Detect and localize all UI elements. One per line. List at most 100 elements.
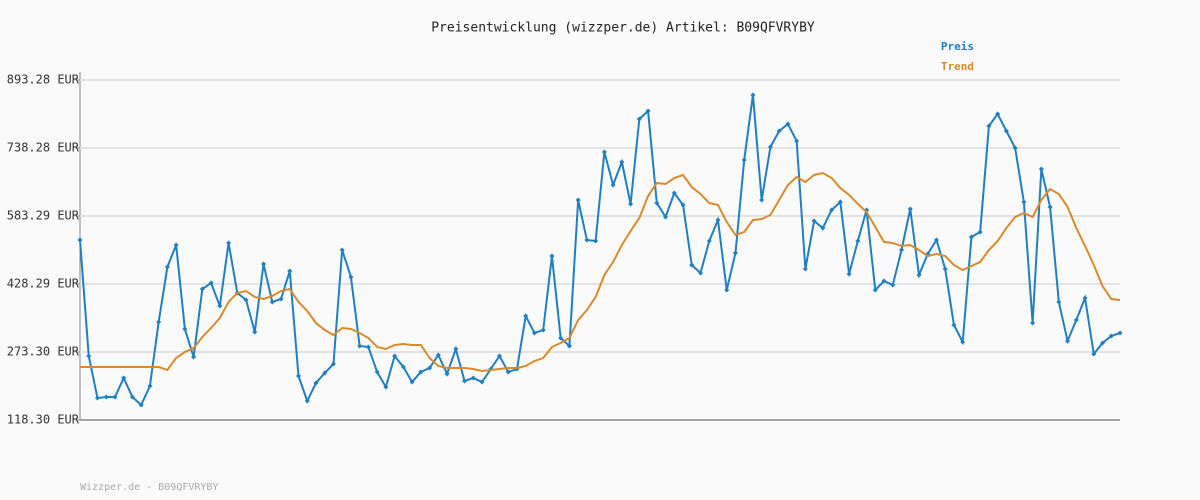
point <box>462 378 468 384</box>
point <box>453 346 459 352</box>
point <box>1030 320 1036 326</box>
point <box>304 398 310 404</box>
point <box>103 394 109 400</box>
point <box>418 369 424 375</box>
point <box>1021 199 1027 205</box>
y-tick-label: 428.29 EUR <box>7 277 80 291</box>
point <box>112 394 118 400</box>
point <box>750 92 756 98</box>
point <box>995 111 1001 117</box>
point <box>1065 338 1071 344</box>
point <box>811 218 817 224</box>
point <box>916 272 922 278</box>
y-tick-label: 738.28 EUR <box>7 141 80 155</box>
point <box>217 303 223 309</box>
point <box>1012 145 1018 151</box>
point <box>496 353 502 359</box>
point <box>837 199 843 205</box>
point <box>1091 351 1097 357</box>
point <box>1073 317 1079 323</box>
point <box>549 253 555 259</box>
point <box>785 121 791 127</box>
point <box>584 237 590 243</box>
point <box>680 202 686 208</box>
point <box>226 240 232 246</box>
point <box>1056 299 1062 305</box>
point <box>523 313 529 319</box>
point <box>357 343 363 349</box>
point <box>645 108 651 114</box>
point <box>287 268 293 274</box>
point <box>409 379 415 385</box>
point <box>77 237 83 243</box>
point <box>628 201 634 207</box>
point <box>278 296 284 302</box>
point <box>933 237 939 243</box>
point <box>129 394 135 400</box>
point <box>1108 333 1114 339</box>
point <box>330 361 336 367</box>
point <box>392 353 398 359</box>
point <box>566 343 572 349</box>
point <box>243 297 249 303</box>
point <box>94 395 100 401</box>
point <box>427 365 433 371</box>
point <box>951 322 957 328</box>
point <box>470 375 476 381</box>
point <box>855 238 861 244</box>
y-tick-label: 583.29 EUR <box>7 208 80 222</box>
point <box>802 266 808 272</box>
series-line <box>79 94 1121 407</box>
point <box>313 380 319 386</box>
point <box>1047 204 1053 210</box>
point <box>400 364 406 370</box>
point <box>1082 295 1088 301</box>
point <box>846 271 852 277</box>
point <box>540 327 546 333</box>
point <box>960 339 966 345</box>
point <box>776 128 782 134</box>
chart-title: Preisentwicklung (wizzper.de) Artikel: B… <box>431 21 815 36</box>
point <box>820 225 826 231</box>
point <box>86 353 92 359</box>
point <box>829 207 835 213</box>
point <box>715 217 721 223</box>
point <box>732 250 738 256</box>
point <box>794 138 800 144</box>
point <box>759 197 765 203</box>
point <box>575 197 581 203</box>
point <box>593 238 599 244</box>
point <box>252 329 258 335</box>
point <box>671 190 677 196</box>
point <box>208 280 214 286</box>
point <box>942 266 948 272</box>
point <box>479 379 485 385</box>
point <box>147 383 153 389</box>
series-line <box>80 171 1121 373</box>
point <box>724 287 730 293</box>
point <box>899 247 905 253</box>
point <box>295 373 301 379</box>
point <box>636 116 642 122</box>
point <box>156 319 162 325</box>
point <box>1117 330 1123 336</box>
point <box>610 182 616 188</box>
point <box>907 206 913 212</box>
point <box>531 330 537 336</box>
y-tick-label: 893.28 EUR <box>7 73 80 87</box>
point <box>121 375 127 381</box>
point <box>269 299 275 305</box>
point <box>138 402 144 408</box>
point <box>191 354 197 360</box>
point <box>872 287 878 293</box>
point <box>374 369 380 375</box>
point <box>968 234 974 240</box>
point <box>365 344 371 350</box>
point <box>383 384 389 390</box>
point <box>601 149 607 155</box>
point <box>654 200 660 206</box>
point <box>505 369 511 375</box>
point <box>444 371 450 377</box>
point <box>164 264 170 270</box>
